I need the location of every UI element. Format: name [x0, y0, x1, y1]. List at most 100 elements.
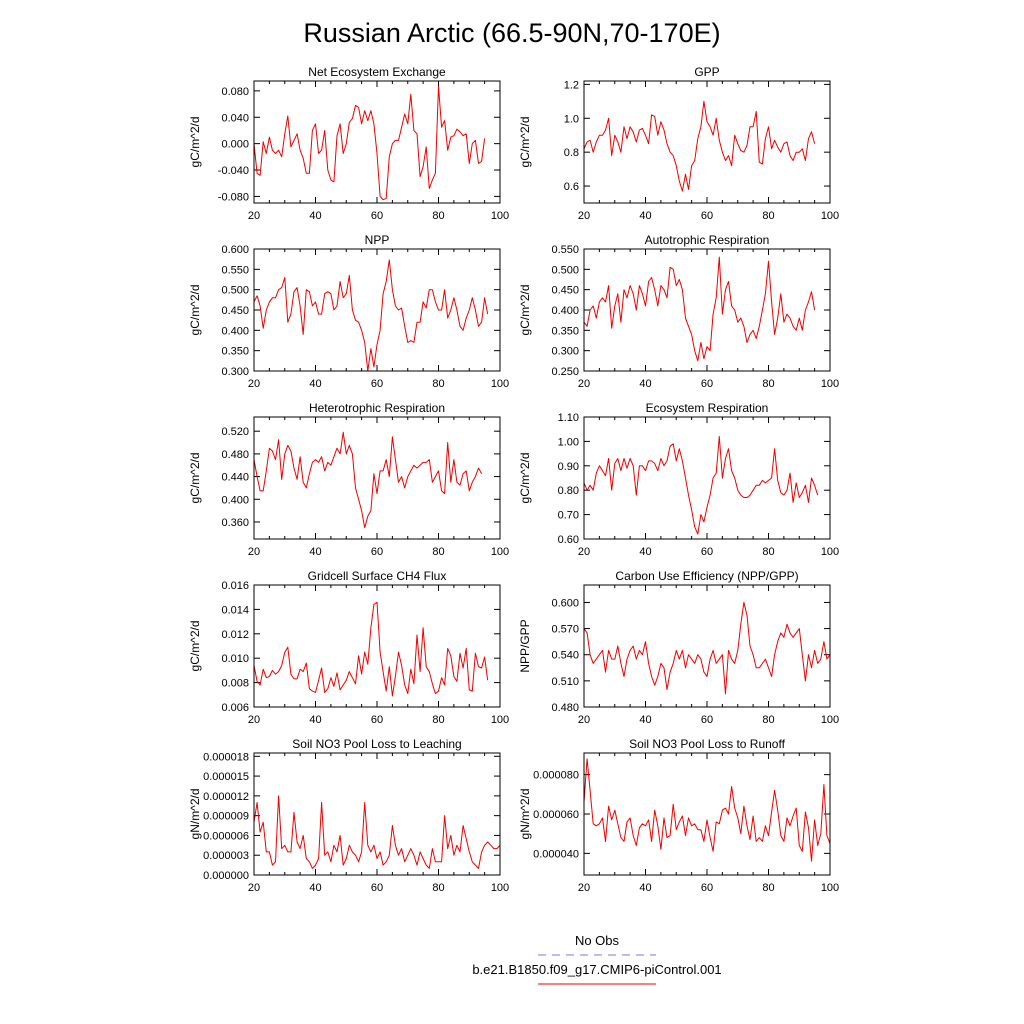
- plot-frame: [253, 416, 501, 540]
- y-axis-label: gC/m^2/d: [518, 453, 532, 504]
- x-tick-label: 40: [639, 378, 651, 390]
- x-tick-label: 40: [309, 210, 321, 222]
- x-tick-label: 20: [248, 378, 260, 390]
- y-tick-label: 0.550: [221, 264, 249, 276]
- x-tick-label: 100: [821, 714, 839, 726]
- plot-frame: [583, 752, 831, 876]
- panel-title: NPP: [365, 233, 390, 247]
- y-tick-label: 0.360: [221, 517, 249, 529]
- y-tick-label: 0.510: [551, 676, 579, 688]
- y-tick-label: 0.040: [221, 112, 249, 124]
- x-tick-label: 40: [639, 882, 651, 894]
- x-tick-label: 80: [432, 882, 444, 894]
- y-tick-label: 0.300: [221, 366, 249, 378]
- series-line: [583, 436, 819, 535]
- x-tick-label: 60: [371, 714, 383, 726]
- plot-frame: [583, 248, 831, 372]
- panel-heterotrophic-respiration: Heterotrophic Respiration gC/m^2/d 20 40 60 8…: [188, 401, 509, 558]
- y-tick-label: 0.90: [558, 461, 579, 473]
- x-tick-label: 20: [248, 882, 260, 894]
- x-tick-label: 60: [701, 714, 713, 726]
- y-tick-label: 0.570: [551, 624, 579, 636]
- x-tick-label: 60: [701, 210, 713, 222]
- x-tick-label: 100: [491, 714, 509, 726]
- panel-title: Ecosystem Respiration: [646, 401, 769, 415]
- plot-frame: [583, 584, 831, 708]
- y-tick-label: 0.080: [221, 86, 249, 98]
- y-tick-label: 0.480: [221, 449, 249, 461]
- x-tick-label: 40: [639, 714, 651, 726]
- legend-label-model: b.e21.B1850.f09_g17.CMIP6-piControl.001: [472, 962, 721, 977]
- x-tick-label: 20: [578, 882, 590, 894]
- legend-label-no-obs: No Obs: [575, 933, 620, 948]
- y-axis-label: gC/m^2/d: [518, 285, 532, 336]
- y-tick-label: 0.000: [221, 139, 249, 151]
- series-line: [583, 758, 831, 862]
- x-tick-label: 20: [578, 378, 590, 390]
- x-tick-label: 80: [762, 882, 774, 894]
- panel-autotrophic-respiration: Autotrophic Respiration gC/m^2/d 20 40 60 80 1…: [518, 233, 839, 390]
- legend: No Obs b.e21.B1850.f09_g17.CMIP6-piContr…: [472, 933, 722, 985]
- y-tick-label: 0.400: [221, 494, 249, 506]
- plot-frame: [253, 584, 501, 708]
- y-tick-label: 0.000040: [533, 848, 579, 860]
- x-tick-label: 60: [371, 546, 383, 558]
- series-line: [253, 431, 483, 529]
- x-tick-label: 40: [639, 210, 651, 222]
- x-tick-label: 60: [371, 882, 383, 894]
- y-tick-label: 0.012: [221, 629, 249, 641]
- y-tick-label: 0.450: [221, 305, 249, 317]
- panel-gridcell-surface-ch4-flux: Gridcell Surface CH4 Flux gC/m^2/d 20 40 60 8…: [188, 569, 509, 726]
- plot-frame: [253, 80, 501, 204]
- x-tick-label: 80: [762, 546, 774, 558]
- y-tick-label: 0.8: [564, 147, 579, 159]
- x-tick-label: 40: [309, 546, 321, 558]
- x-tick-label: 20: [578, 210, 590, 222]
- y-tick-label: 0.000006: [203, 830, 249, 842]
- y-tick-label: 0.250: [551, 366, 579, 378]
- panel-title: Gridcell Surface CH4 Flux: [308, 569, 447, 583]
- y-tick-label: 0.000018: [203, 751, 249, 763]
- series-line: [253, 85, 486, 201]
- series-line: [583, 256, 816, 362]
- y-tick-label: 0.000003: [203, 850, 249, 862]
- series-line: [253, 259, 489, 372]
- x-tick-label: 20: [248, 210, 260, 222]
- y-tick-label: 0.6: [564, 181, 579, 193]
- y-tick-label: 0.000060: [533, 809, 579, 821]
- y-tick-label: 1.00: [558, 436, 579, 448]
- series-line: [253, 601, 489, 697]
- x-tick-label: 60: [371, 210, 383, 222]
- y-tick-label: 0.480: [551, 702, 579, 714]
- y-axis-label: NPP/GPP: [518, 619, 532, 672]
- x-tick-label: 60: [701, 378, 713, 390]
- x-tick-label: 60: [701, 546, 713, 558]
- y-tick-label: 0.014: [221, 604, 249, 616]
- y-tick-label: 0.60: [558, 534, 579, 546]
- x-tick-label: 100: [821, 546, 839, 558]
- x-tick-label: 40: [639, 546, 651, 558]
- x-tick-label: 100: [821, 378, 839, 390]
- y-tick-label: 0.008: [221, 678, 249, 690]
- y-tick-label: 0.400: [221, 325, 249, 337]
- x-tick-label: 80: [432, 546, 444, 558]
- panels: Net Ecosystem Exchange gC/m^2/d 20 40 60 80 10…: [188, 65, 839, 894]
- y-tick-label: 0.80: [558, 485, 579, 497]
- series-line: [253, 795, 501, 869]
- y-tick-label: 0.000080: [533, 770, 579, 782]
- y-axis-label: gN/m^2/d: [188, 789, 202, 840]
- y-axis-label: gC/m^2/d: [518, 117, 532, 168]
- series-line: [583, 100, 816, 192]
- series-line: [583, 601, 831, 695]
- panel-title: Heterotrophic Respiration: [309, 401, 445, 415]
- panel-net-ecosystem-exchange: Net Ecosystem Exchange gC/m^2/d 20 40 60 80 10…: [188, 65, 509, 222]
- y-tick-label: 1.2: [564, 79, 579, 91]
- y-tick-label: 0.520: [221, 426, 249, 438]
- y-tick-label: 1.0: [564, 113, 579, 125]
- panel-soil-no3-pool-loss-to-runoff: Soil NO3 Pool Loss to Runoff gN/m^2/d 20 40…: [518, 737, 839, 894]
- x-tick-label: 20: [578, 714, 590, 726]
- panel-title: GPP: [694, 65, 719, 79]
- y-tick-label: 0.450: [551, 285, 579, 297]
- y-tick-label: 0.350: [551, 325, 579, 337]
